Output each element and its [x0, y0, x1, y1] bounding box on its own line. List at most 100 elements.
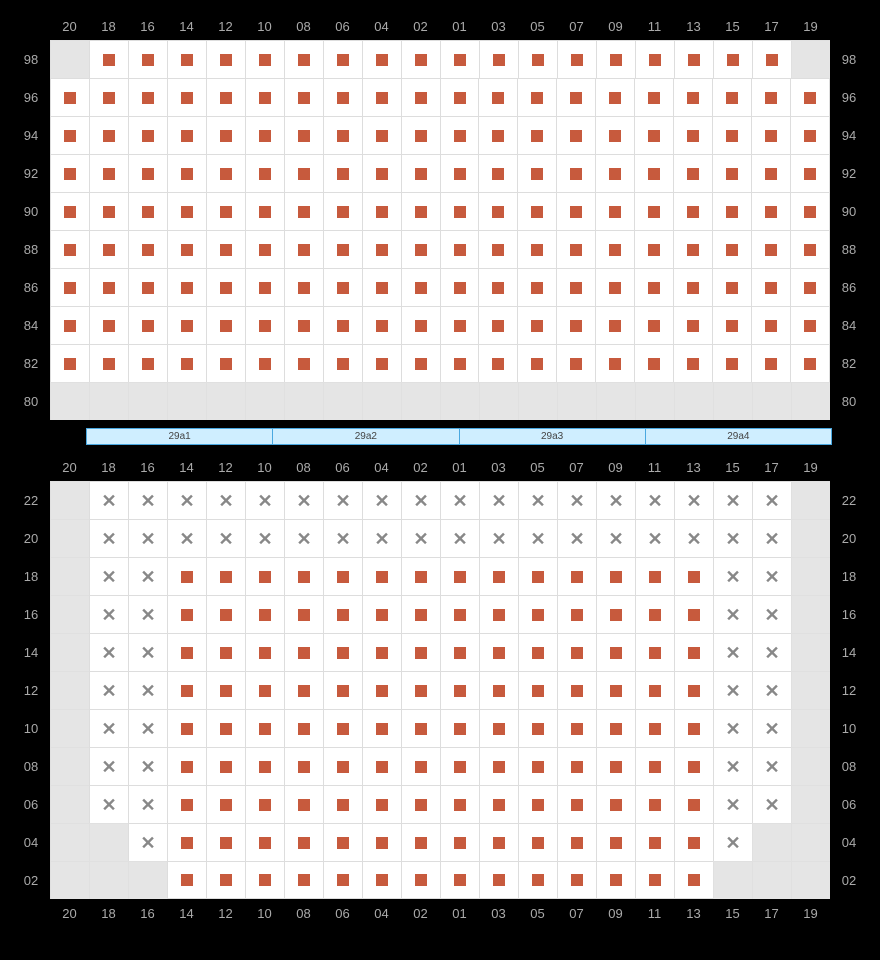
seat-available[interactable] — [712, 192, 751, 230]
seat-available[interactable] — [284, 709, 323, 747]
seat-available[interactable] — [751, 230, 790, 268]
seat-available[interactable] — [440, 861, 479, 899]
seat-available[interactable] — [635, 595, 674, 633]
seat-available[interactable] — [245, 230, 284, 268]
seat-available[interactable] — [167, 192, 206, 230]
seat-available[interactable] — [673, 230, 712, 268]
seat-unavailable[interactable]: ✕ — [596, 481, 635, 519]
seat-available[interactable] — [284, 344, 323, 382]
seat-available[interactable] — [557, 709, 596, 747]
seat-available[interactable] — [362, 747, 401, 785]
seat-available[interactable] — [89, 116, 128, 154]
seat-available[interactable] — [245, 557, 284, 595]
seat-available[interactable] — [674, 709, 713, 747]
seat-available[interactable] — [595, 78, 634, 116]
seat-unavailable[interactable]: ✕ — [128, 481, 167, 519]
seat-available[interactable] — [323, 78, 362, 116]
seat-available[interactable] — [674, 595, 713, 633]
seat-unavailable[interactable]: ✕ — [89, 671, 128, 709]
seat-available[interactable] — [556, 78, 595, 116]
seat-available[interactable] — [479, 633, 518, 671]
zone-label[interactable]: 29a4 — [646, 428, 832, 445]
zone-label[interactable]: 29a3 — [460, 428, 646, 445]
seat-available[interactable] — [479, 747, 518, 785]
seat-available[interactable] — [440, 595, 479, 633]
seat-available[interactable] — [479, 40, 518, 78]
seat-unavailable[interactable]: ✕ — [284, 519, 323, 557]
seat-unavailable[interactable]: ✕ — [89, 747, 128, 785]
seat-available[interactable] — [167, 268, 206, 306]
seat-unavailable[interactable]: ✕ — [89, 557, 128, 595]
seat-available[interactable] — [517, 192, 556, 230]
seat-available[interactable] — [479, 557, 518, 595]
seat-available[interactable] — [401, 633, 440, 671]
seat-available[interactable] — [557, 785, 596, 823]
seat-unavailable[interactable]: ✕ — [167, 481, 206, 519]
seat-available[interactable] — [89, 344, 128, 382]
seat-unavailable[interactable]: ✕ — [674, 481, 713, 519]
seat-available[interactable] — [596, 709, 635, 747]
seat-available[interactable] — [167, 40, 206, 78]
seat-available[interactable] — [712, 306, 751, 344]
seat-available[interactable] — [128, 344, 167, 382]
seat-available[interactable] — [440, 557, 479, 595]
seat-available[interactable] — [206, 671, 245, 709]
seat-available[interactable] — [556, 116, 595, 154]
seat-available[interactable] — [323, 344, 362, 382]
seat-available[interactable] — [440, 344, 479, 382]
seat-available[interactable] — [478, 116, 517, 154]
seat-available[interactable] — [323, 268, 362, 306]
seat-available[interactable] — [518, 40, 557, 78]
seat-available[interactable] — [323, 116, 362, 154]
seat-available[interactable] — [362, 268, 401, 306]
seat-available[interactable] — [284, 306, 323, 344]
seat-available[interactable] — [595, 192, 634, 230]
seat-available[interactable] — [89, 230, 128, 268]
seat-available[interactable] — [245, 344, 284, 382]
seat-available[interactable] — [323, 40, 362, 78]
seat-unavailable[interactable]: ✕ — [752, 557, 791, 595]
seat-available[interactable] — [284, 268, 323, 306]
seat-available[interactable] — [167, 785, 206, 823]
seat-unavailable[interactable]: ✕ — [89, 519, 128, 557]
seat-available[interactable] — [595, 344, 634, 382]
seat-unavailable[interactable]: ✕ — [128, 519, 167, 557]
seat-available[interactable] — [518, 861, 557, 899]
seat-unavailable[interactable]: ✕ — [89, 633, 128, 671]
seat-available[interactable] — [206, 116, 245, 154]
seat-available[interactable] — [440, 78, 479, 116]
seat-unavailable[interactable]: ✕ — [713, 709, 752, 747]
seat-available[interactable] — [595, 230, 634, 268]
seat-available[interactable] — [284, 154, 323, 192]
seat-available[interactable] — [440, 230, 479, 268]
seat-available[interactable] — [167, 78, 206, 116]
zone-label[interactable]: 29a1 — [86, 428, 273, 445]
seat-available[interactable] — [206, 823, 245, 861]
seat-unavailable[interactable]: ✕ — [752, 709, 791, 747]
seat-available[interactable] — [401, 671, 440, 709]
seat-available[interactable] — [89, 154, 128, 192]
seat-available[interactable] — [245, 823, 284, 861]
seat-unavailable[interactable]: ✕ — [128, 633, 167, 671]
seat-available[interactable] — [323, 230, 362, 268]
seat-unavailable[interactable]: ✕ — [713, 481, 752, 519]
seat-available[interactable] — [479, 709, 518, 747]
seat-available[interactable] — [674, 861, 713, 899]
seat-available[interactable] — [440, 268, 479, 306]
seat-unavailable[interactable]: ✕ — [401, 519, 440, 557]
seat-available[interactable] — [518, 671, 557, 709]
seat-available[interactable] — [440, 154, 479, 192]
seat-available[interactable] — [167, 116, 206, 154]
seat-available[interactable] — [362, 823, 401, 861]
seat-available[interactable] — [284, 557, 323, 595]
seat-available[interactable] — [206, 709, 245, 747]
seat-unavailable[interactable]: ✕ — [89, 481, 128, 519]
seat-unavailable[interactable]: ✕ — [713, 823, 752, 861]
seat-available[interactable] — [245, 747, 284, 785]
seat-available[interactable] — [751, 78, 790, 116]
seat-available[interactable] — [401, 557, 440, 595]
seat-available[interactable] — [245, 268, 284, 306]
seat-unavailable[interactable]: ✕ — [284, 481, 323, 519]
seat-available[interactable] — [206, 785, 245, 823]
seat-available[interactable] — [596, 861, 635, 899]
